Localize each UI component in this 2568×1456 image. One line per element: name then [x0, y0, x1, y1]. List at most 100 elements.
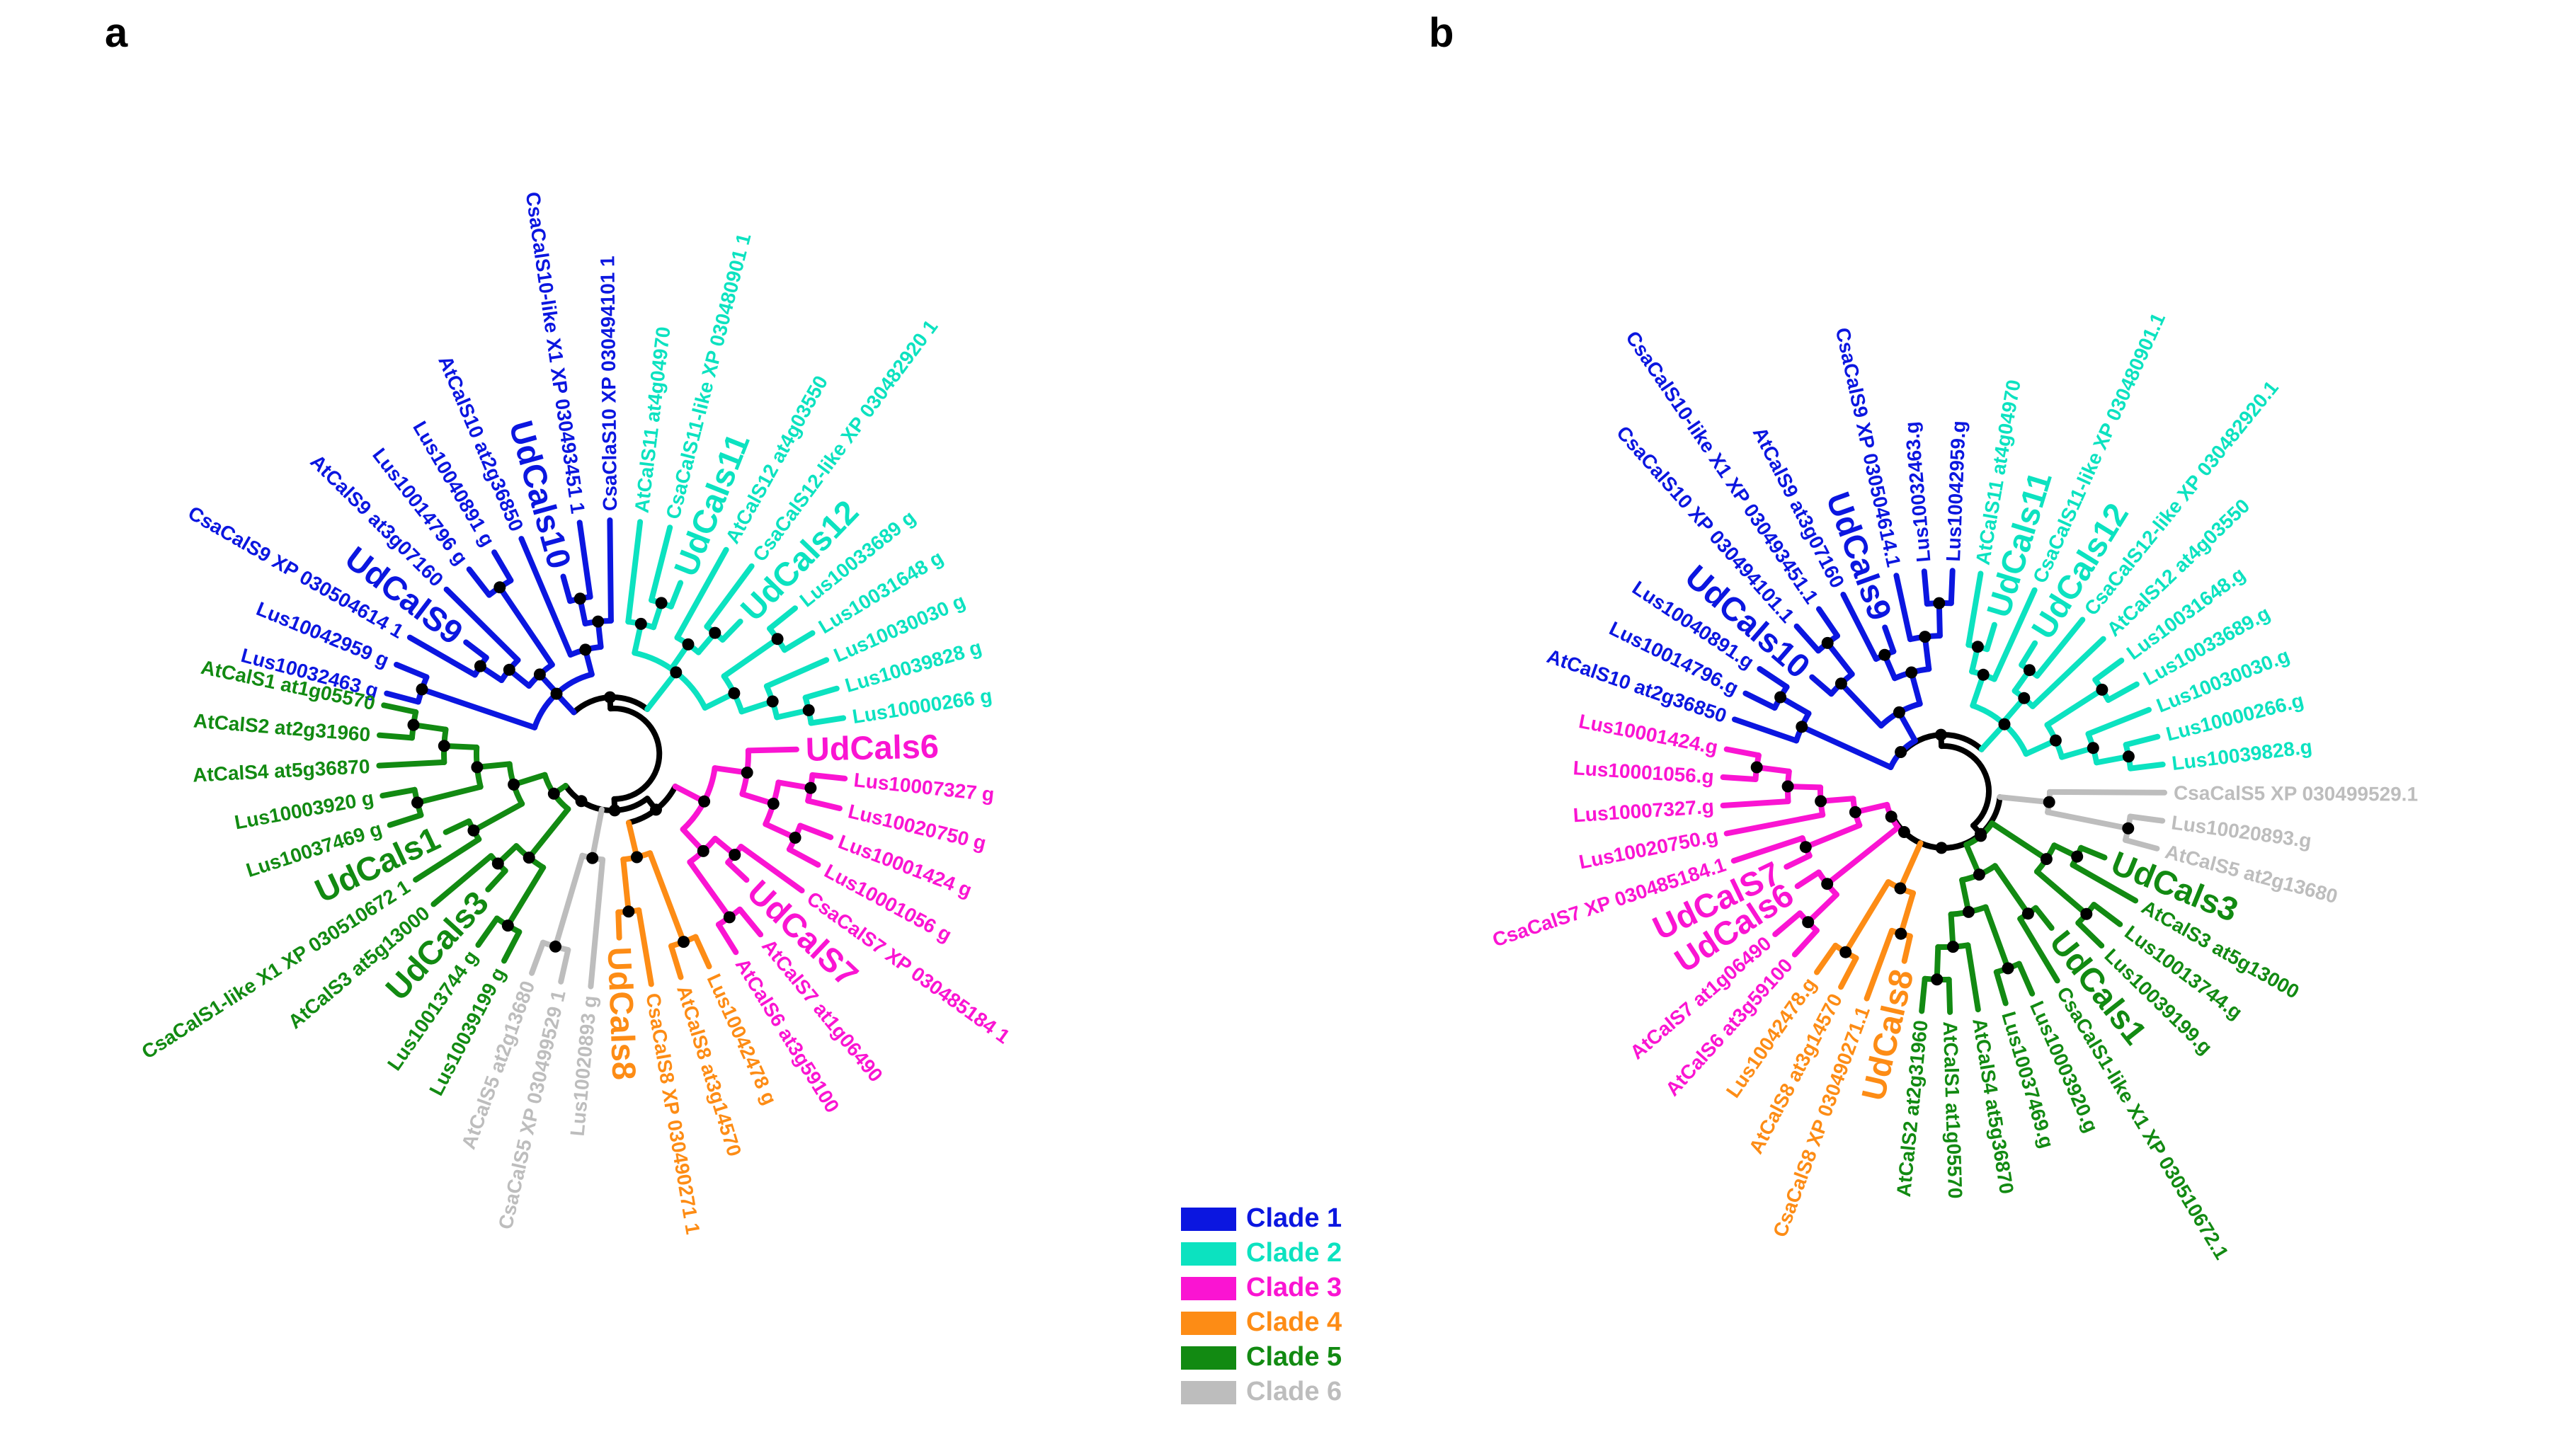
support-dot: [2002, 962, 2014, 975]
support-dot: [729, 849, 741, 861]
tree-branch: [384, 690, 421, 705]
tree-branch: [406, 634, 478, 678]
tree-branch: [576, 520, 593, 600]
legend-swatch: [1181, 1208, 1236, 1231]
legend-label: Clade 1: [1246, 1203, 1342, 1233]
tree-branch: [1921, 568, 1930, 607]
tree-branch: [496, 584, 555, 668]
tree-branch: [475, 915, 500, 948]
tree-branch: [1893, 573, 1913, 643]
tree-branch: [668, 943, 684, 980]
tree-branch: [380, 786, 418, 799]
tree-branch: [518, 536, 573, 658]
tree-branch: [725, 859, 750, 883]
legend-label: Clade 5: [1246, 1342, 1342, 1372]
tree-branch: [466, 566, 492, 598]
tree-branch: [1946, 976, 1953, 1015]
support-dot: [1821, 636, 1834, 649]
taxon-label: UdCals6: [805, 727, 939, 768]
support-dot: [709, 626, 721, 639]
support-dot: [1905, 666, 1918, 679]
tree-branch: [805, 798, 843, 811]
support-dot: [1885, 810, 1898, 823]
support-dot: [767, 798, 780, 810]
support-dot: [493, 581, 506, 594]
support-dot: [573, 592, 586, 605]
legend-swatch: [1181, 1381, 1236, 1404]
tree-branch: [381, 702, 419, 715]
tree-branch: [1898, 890, 1916, 937]
tree-branch: [2070, 861, 2139, 904]
tree-branch: [786, 847, 821, 868]
support-dot: [1781, 780, 1794, 793]
support-dot: [508, 778, 520, 791]
support-dot: [586, 852, 599, 864]
support-dot: [1750, 761, 1763, 774]
support-dot: [2087, 742, 2099, 755]
panel-letter-b: b: [1429, 10, 1454, 56]
tree-branch: [1825, 640, 1855, 677]
tree-branch: [2047, 789, 2167, 796]
support-dot: [1895, 927, 1907, 940]
tree-branch: [1997, 794, 2053, 806]
legend-label: Clade 3: [1246, 1273, 1342, 1302]
support-dot: [1973, 869, 1985, 881]
support-dot: [503, 663, 515, 676]
support-dot: [1849, 806, 1861, 818]
tree-branch: [1901, 933, 1913, 964]
tree-branch: [636, 907, 654, 987]
tree-branch: [430, 853, 494, 907]
tree-branch: [2016, 961, 2036, 997]
tree-branch: [1798, 723, 1894, 770]
tree-branch: [1982, 904, 2011, 971]
legend-swatch: [1181, 1277, 1236, 1300]
tree-branch: [1984, 621, 1997, 653]
tree-branch: [2017, 916, 2060, 984]
support-dot: [670, 666, 683, 679]
tree-branch: [588, 856, 606, 990]
support-dot: [1962, 905, 1975, 918]
tree-branch: [529, 939, 546, 976]
tree-branch: [620, 856, 632, 915]
support-dot: [608, 804, 621, 817]
support-dot: [2122, 750, 2135, 763]
tree-branch: [736, 906, 764, 938]
tree-branch: [802, 685, 840, 701]
support-dot: [438, 740, 450, 752]
support-dot: [1834, 677, 1847, 690]
tree-branch: [782, 630, 816, 653]
tree-branch: [1838, 955, 1859, 990]
tree-branch: [2029, 636, 2106, 709]
tree-branch: [2085, 706, 2152, 737]
support-dot: [723, 911, 736, 924]
tree-branch: [1882, 624, 1897, 655]
tree-branch: [394, 662, 430, 680]
tree-branch: [1965, 942, 1981, 1013]
tree-branch: [704, 563, 755, 630]
tree-branch: [552, 852, 586, 950]
support-dot: [1977, 668, 1990, 681]
support-dot: [804, 781, 817, 794]
support-dot: [634, 617, 647, 630]
support-dot: [1975, 827, 1987, 840]
taxon-label: CsaCalS5 XP 030499529.1: [2174, 782, 2418, 806]
support-dot: [1933, 597, 1946, 609]
support-dot: [2018, 692, 2031, 704]
tree-branch: [501, 929, 523, 964]
tree-branch: [2045, 809, 2131, 832]
support-dot: [802, 704, 815, 716]
support-dot: [1998, 718, 2011, 730]
support-dot: [1894, 882, 1907, 895]
support-dot: [411, 796, 423, 809]
tree-branch: [1898, 840, 1924, 891]
support-dot: [1946, 941, 1959, 953]
tree-branch: [2091, 902, 2123, 927]
support-dot: [2021, 907, 2034, 920]
tree-branch: [2078, 844, 2108, 861]
tree-branch: [1732, 716, 1799, 744]
tree-branch: [2127, 813, 2166, 824]
tree-branch: [2092, 658, 2125, 683]
tree-branch: [644, 669, 679, 712]
support-dot: [547, 787, 560, 800]
